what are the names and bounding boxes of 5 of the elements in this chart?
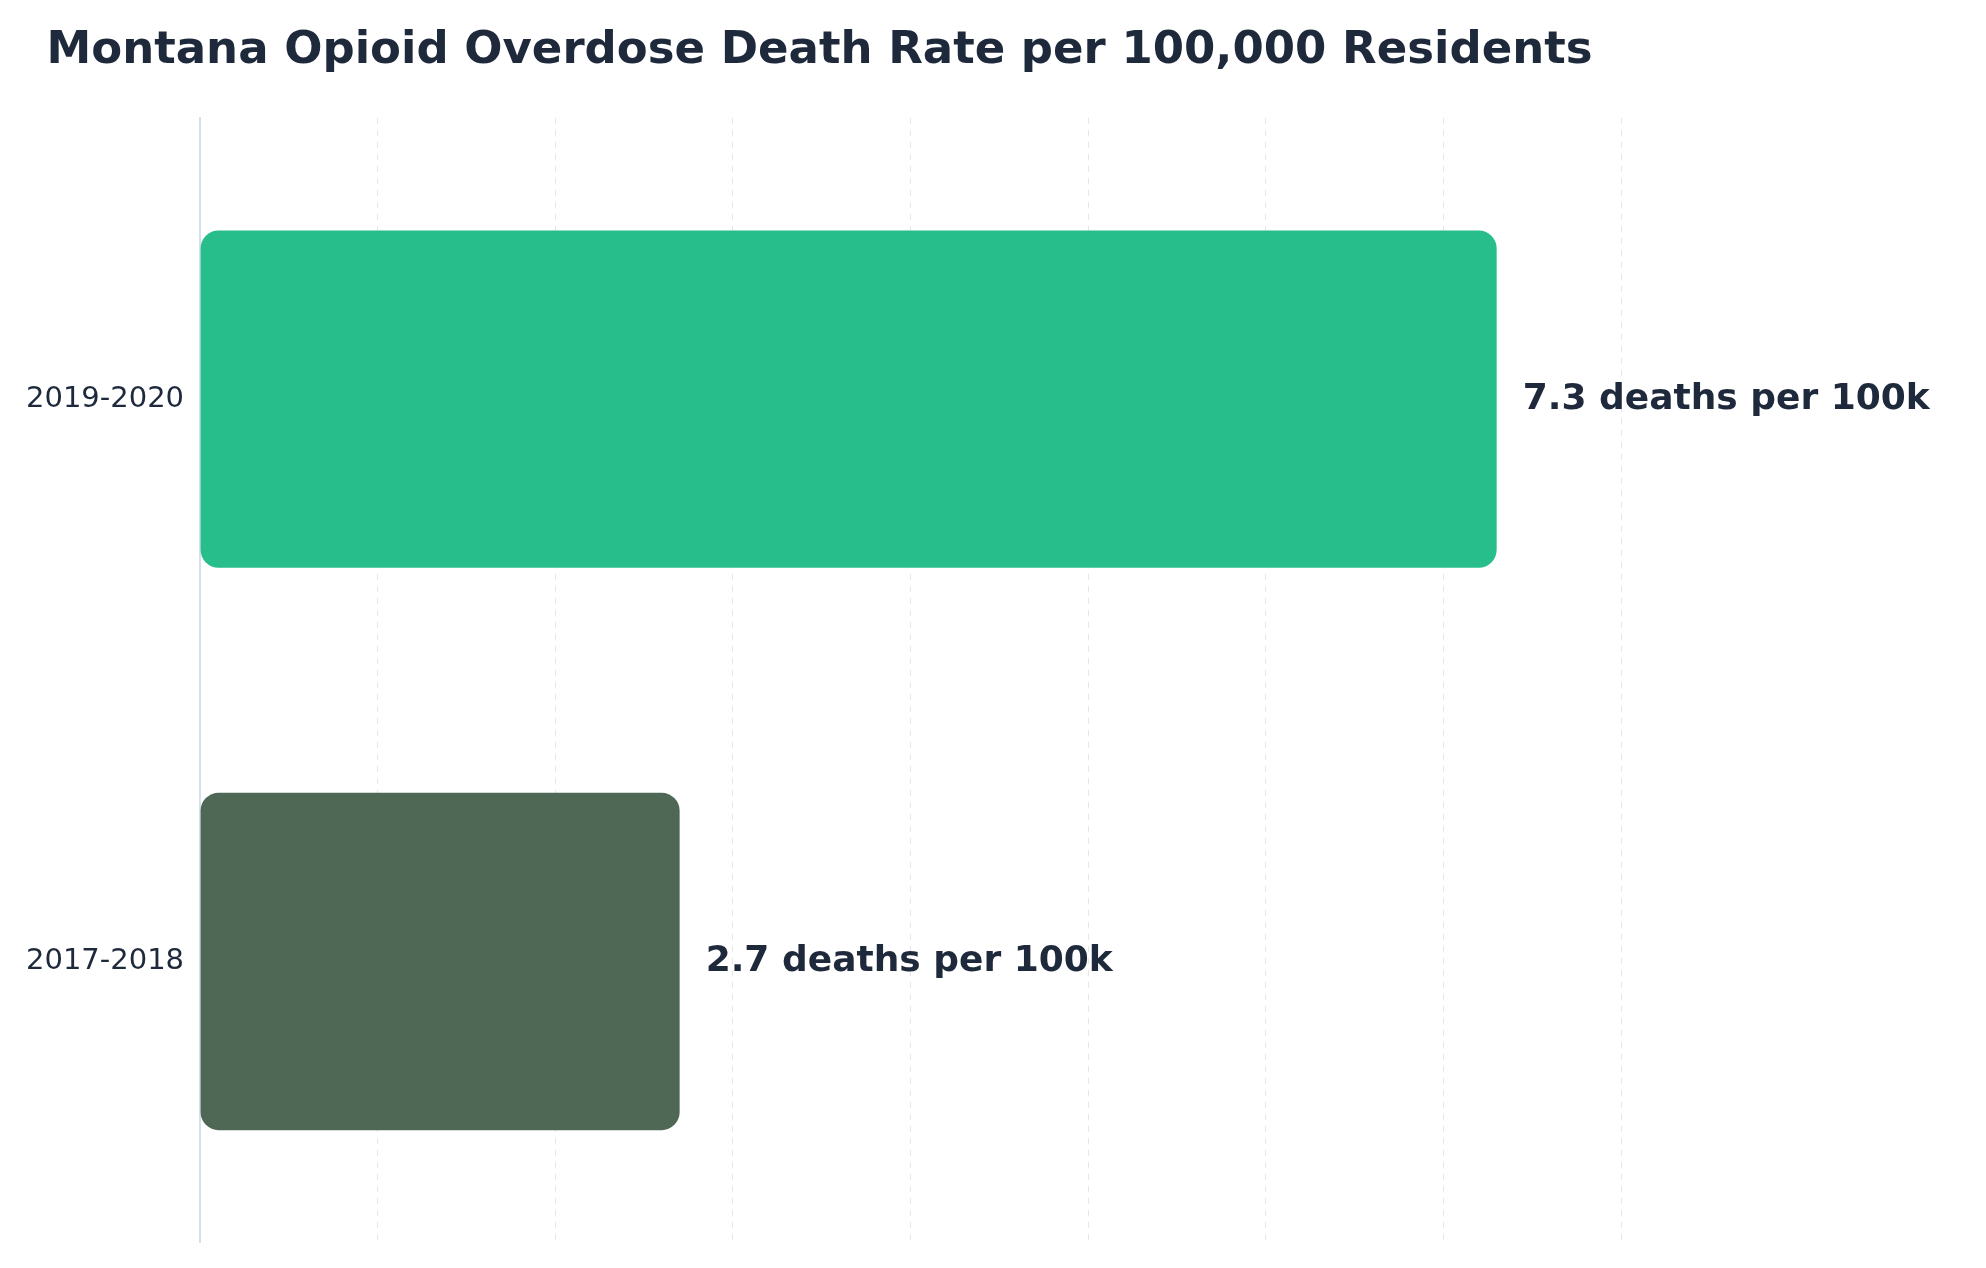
data-label: 2.7 deaths per 100k <box>705 937 1114 979</box>
data-label: 7.3 deaths per 100k <box>1522 375 1931 417</box>
y-tick-label: 2017-2018 <box>25 941 185 976</box>
chart-title: Montana Opioid Overdose Death Rate per 100,000 Residents <box>46 20 1593 74</box>
y-tick-label: 2019-2020 <box>25 379 185 414</box>
